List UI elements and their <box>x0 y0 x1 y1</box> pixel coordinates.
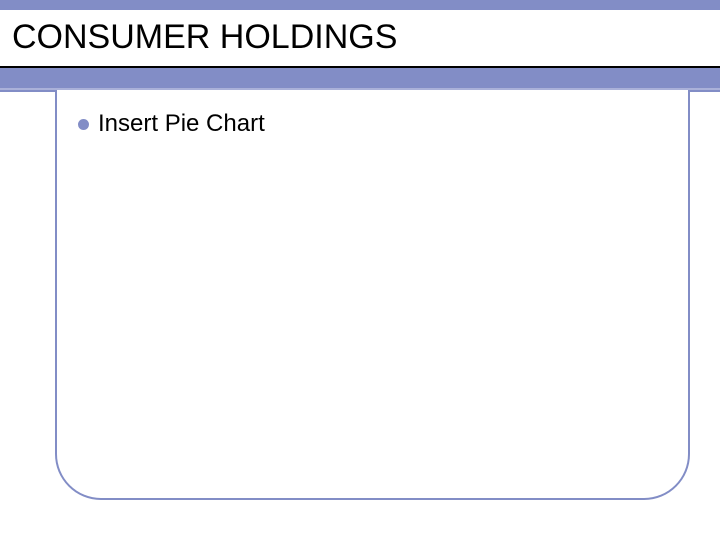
bullet-text: Insert Pie Chart <box>98 110 265 138</box>
title-underline-dark <box>0 66 720 68</box>
slide: CONSUMER HOLDINGS Insert Pie Chart <box>0 0 720 540</box>
content-frame <box>55 90 690 500</box>
bullet-item: Insert Pie Chart <box>78 110 265 138</box>
bullet-dot-icon <box>78 119 89 130</box>
slide-title: CONSUMER HOLDINGS <box>12 18 397 57</box>
